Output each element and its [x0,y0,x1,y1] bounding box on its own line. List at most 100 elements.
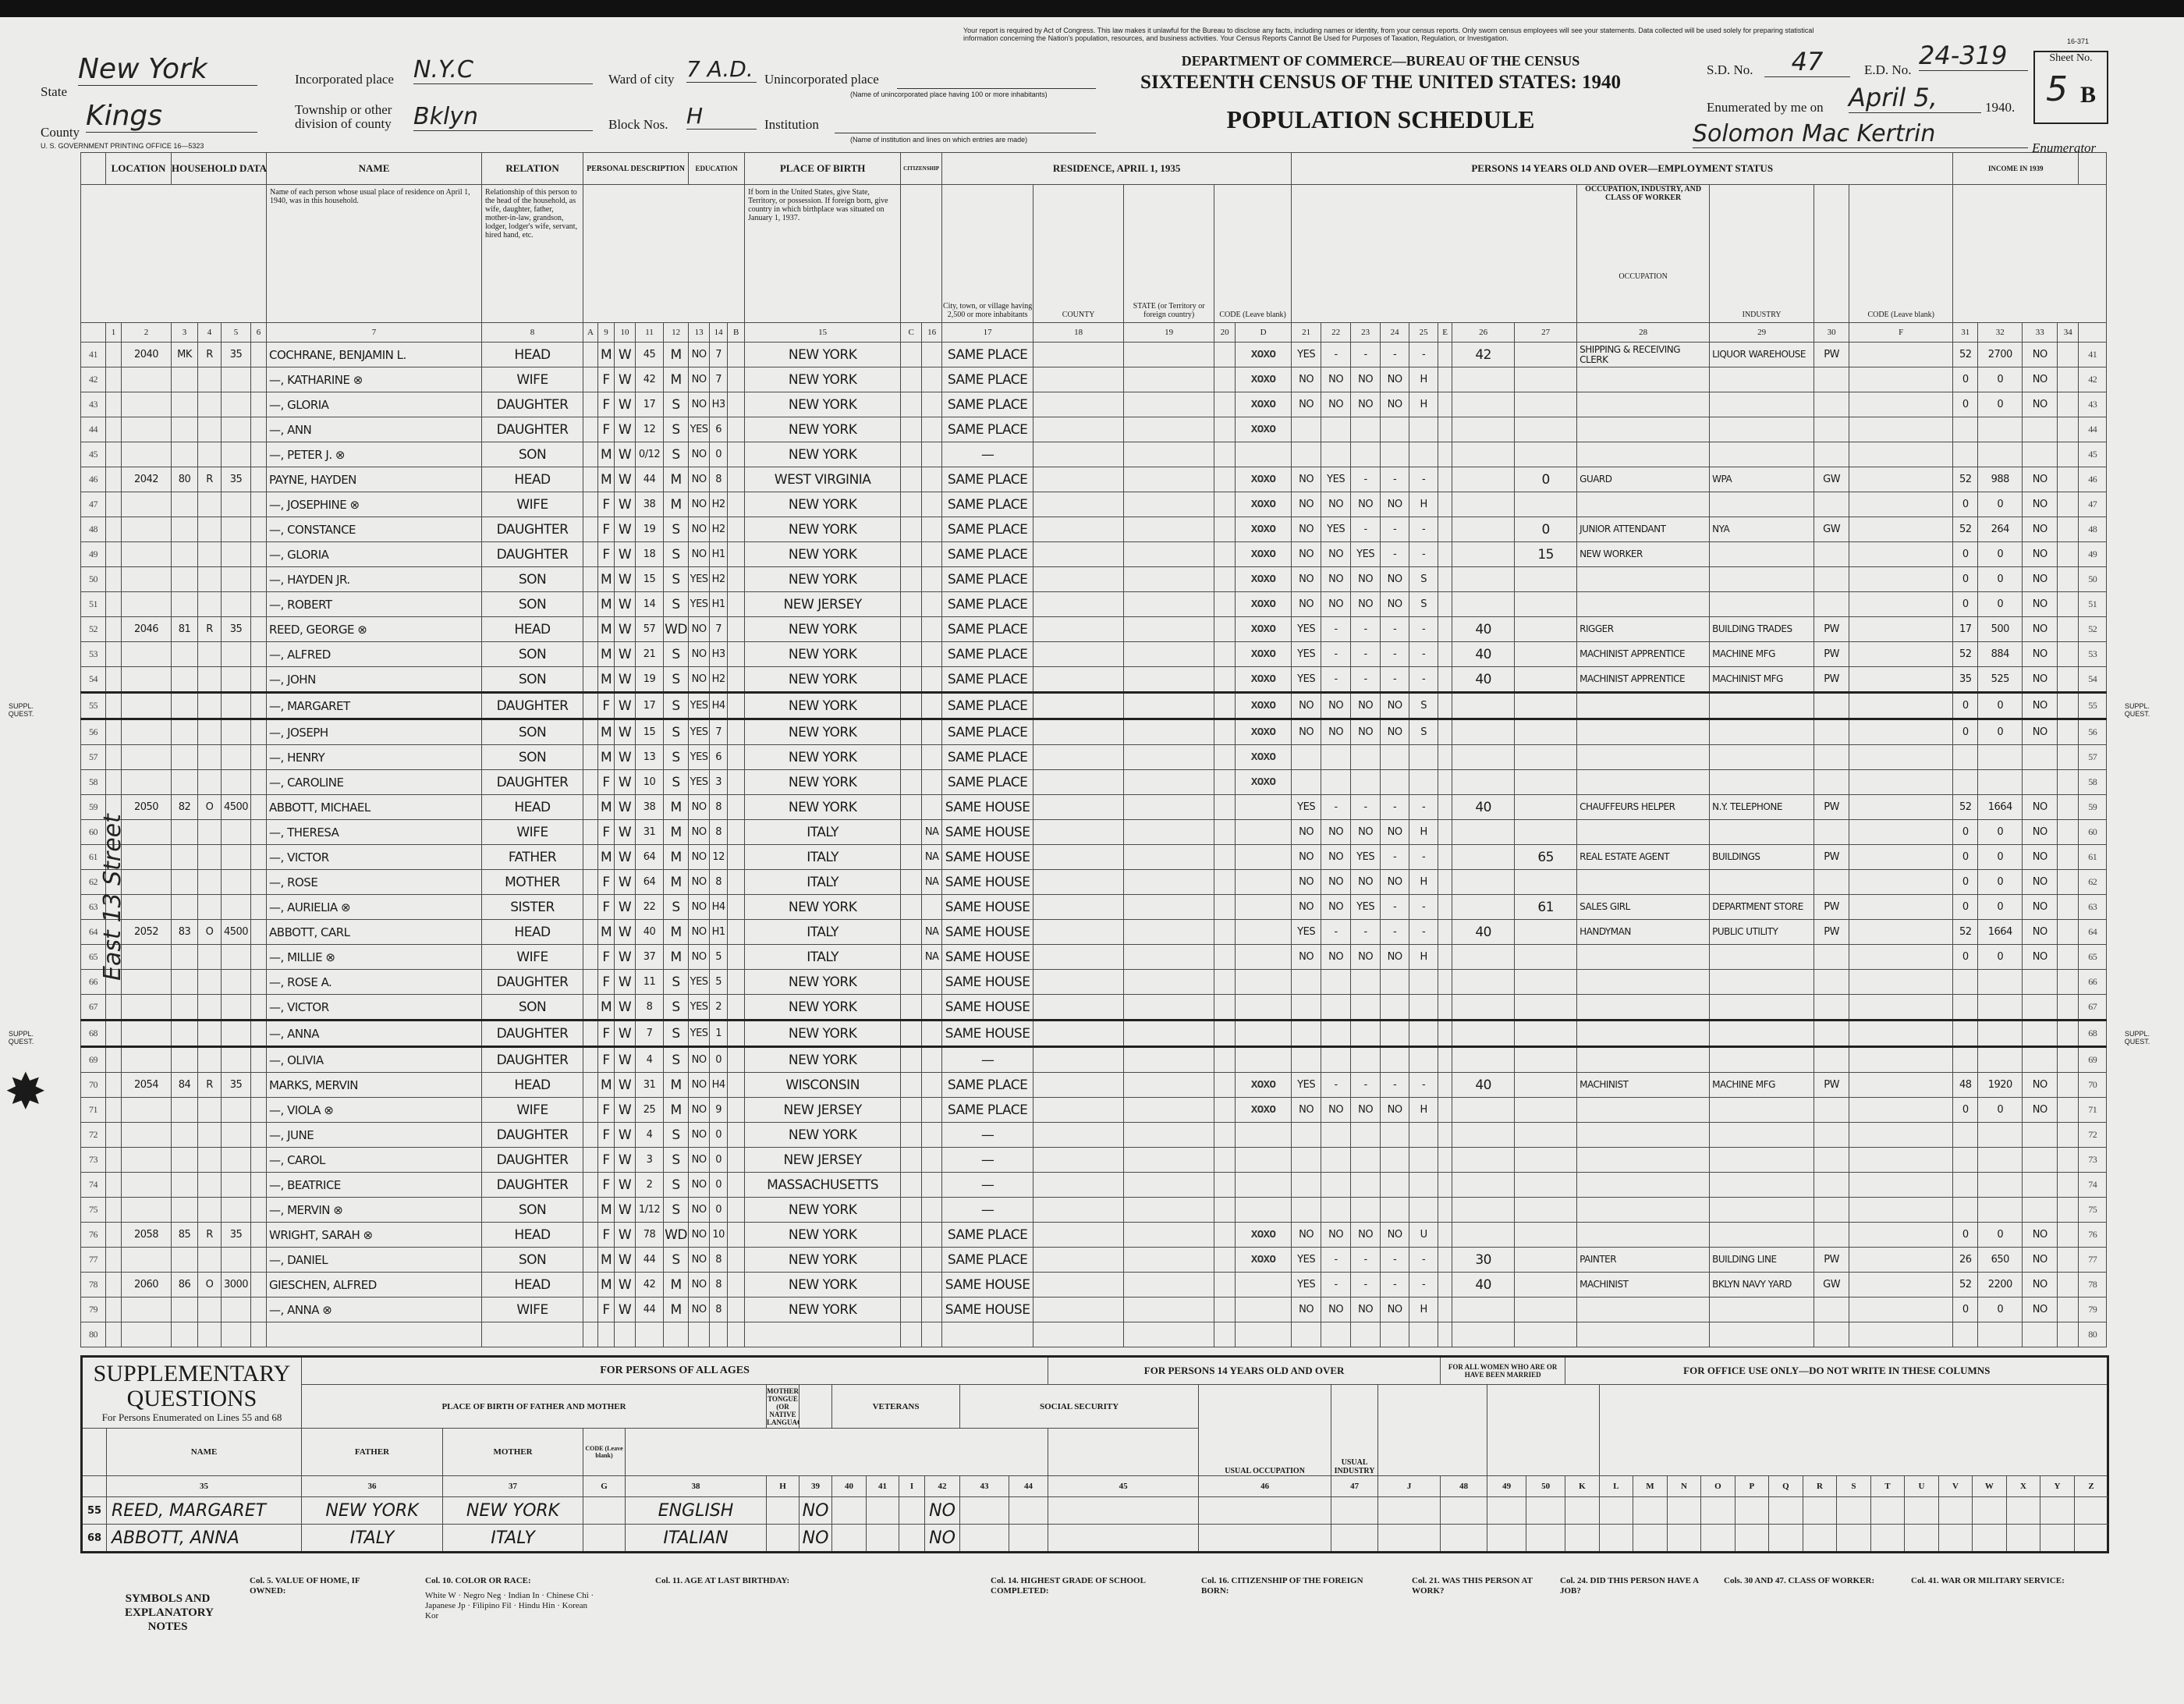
cell-industry [1709,692,1815,719]
cell-class [1814,994,1850,1021]
cell-other: NO [2022,492,2058,517]
cell-other: NO [2022,591,2058,617]
cell-c21: NO [1291,719,1322,745]
cell-age: 44 [635,1297,665,1322]
cell-race: W [614,342,636,367]
cell-house: 2042 [120,467,172,492]
column-number: 31 [1952,322,1979,343]
column-number: 30 [1814,322,1850,343]
cell-hh [171,869,199,895]
cell-county [1033,944,1125,970]
cell-F [1849,969,1954,995]
cell-citizen [921,692,943,719]
cell-citizen: NA [921,919,943,945]
cell-c21: YES [1291,342,1322,367]
cell-school: NO [688,1122,711,1148]
cell-age: 19 [635,517,665,542]
cell-citizen: NA [921,944,943,970]
cell-state [1123,769,1215,795]
cell-C [900,819,923,845]
supp-column-number: Y [2040,1475,2075,1497]
cell-grade: H1 [709,541,729,567]
cell-hours: 40 [1452,1072,1516,1098]
column-number: 18 [1033,322,1125,343]
cell-residence: SAME PLACE [941,541,1034,567]
cell-state [1123,1020,1215,1047]
cell-A [583,844,599,870]
cell-sex: F [597,1222,615,1248]
cell-residence: SAME PLACE [941,1072,1034,1098]
cell-D [1235,894,1292,920]
cell-c24: NO [1380,944,1410,970]
cell-industry: MACHINE MFG [1709,1072,1815,1098]
cell-value [221,719,252,745]
cell-residence [941,1322,1034,1347]
cell-c25: - [1409,1247,1439,1273]
cell-c21 [1291,1122,1322,1148]
column-number: E [1438,322,1453,343]
column-number: 6 [250,322,268,343]
cell-c23: NO [1350,1097,1381,1123]
cell-c21 [1291,969,1322,995]
township-value: Bklyn [413,103,593,131]
cell-farm35 [1214,719,1236,745]
cell-F [1849,392,1954,417]
cell-weeks [1952,994,1979,1021]
cell-sex: M [597,591,615,617]
cell-c22: NO [1321,367,1352,392]
cell-grade: H2 [709,517,729,542]
enumerated-date: April 5, [1849,83,1981,113]
cell-c21: NO [1291,894,1322,920]
cell-tenure [197,367,222,392]
cell-age: 31 [635,1072,665,1098]
cell-D [1235,1197,1292,1223]
table-row: 45 —, PETER J. ⊗ SON M W 0/12 S NO 0 NEW YORK —45 [80,442,2108,467]
cell-citizen [921,616,943,642]
cell-c25 [1409,769,1439,795]
relation-desc: Relationship of this person to the head … [481,184,584,323]
cell-A [583,1147,599,1173]
cell-house [120,1197,172,1223]
cell-B [727,1147,746,1173]
cell-house [120,1097,172,1123]
state-label: State [41,84,67,99]
line-number: 46 [80,467,106,492]
cell-weeks: 52 [1952,794,1979,820]
cell-unemp: 15 [1514,541,1578,567]
cell-race: W [614,894,636,920]
cell-c22: - [1321,342,1352,367]
cell-hh: 85 [171,1222,199,1248]
cell-hh [171,1197,199,1223]
cell-C [900,919,923,945]
cell-county [1033,744,1125,770]
cell-age: 40 [635,919,665,945]
cell-age [635,1322,665,1347]
cell-value: 3000 [221,1272,252,1298]
cell-A [583,367,599,392]
cell-other: NO [2022,1072,2058,1098]
cell-occupation [1576,944,1711,970]
cell-C [900,666,923,693]
cell-grade: H2 [709,492,729,517]
cell-c24 [1380,417,1410,442]
cell-residence: SAME HOUSE [941,794,1034,820]
cell-birthplace: NEW YORK [744,616,902,642]
population-schedule-table: LOCATION HOUSEHOLD DATA NAME RELATION PE… [80,152,2108,1347]
cell-state [1123,969,1215,995]
cell-industry [1709,769,1815,795]
cell-state [1123,591,1215,617]
table-row: 79 —, ANNA ⊗ WIFE F W 44 M NO 8 NEW YORK SAME HOUS… [80,1297,2108,1322]
supp-cell-c47 [1331,1496,1379,1525]
cell-B [727,744,746,770]
cell-weeks [1952,1147,1979,1173]
cell-farm [250,1072,268,1098]
cell-relation: HEAD [481,794,584,820]
cell-farm35 [1214,894,1236,920]
cell-grade [709,1322,729,1347]
supp-column-number: N [1666,1475,1702,1497]
cell-school: NO [688,442,711,467]
cell-A [583,794,599,820]
table-row: 43 —, GLORIA DAUGHTER F W 17 S NO H3 NEW YORK SAME… [80,392,2108,417]
cell-county [1033,894,1125,920]
cell-c34 [2057,919,2079,945]
